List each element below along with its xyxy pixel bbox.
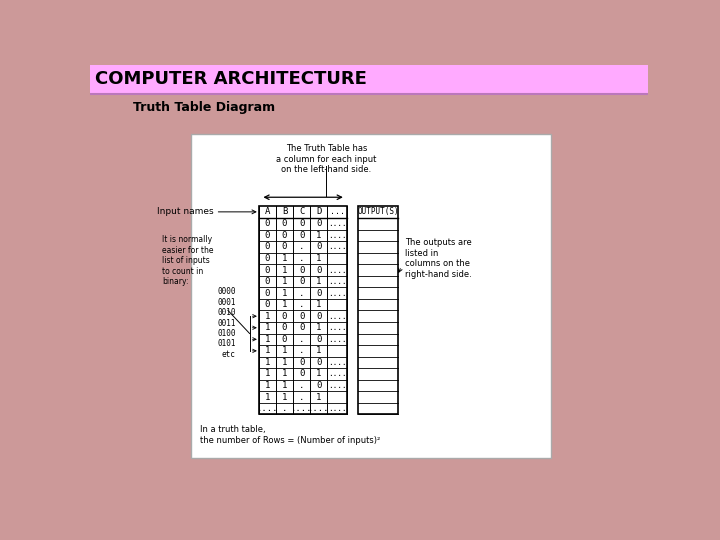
Text: .: . bbox=[299, 335, 305, 344]
Text: 1: 1 bbox=[282, 300, 287, 309]
Text: 0: 0 bbox=[282, 312, 287, 321]
Bar bbox=[259, 206, 347, 414]
Text: 1: 1 bbox=[316, 369, 321, 379]
Text: Input names: Input names bbox=[158, 207, 214, 217]
Text: 1: 1 bbox=[265, 358, 270, 367]
Text: 0: 0 bbox=[265, 266, 270, 274]
Text: ....: .... bbox=[328, 358, 346, 367]
Text: 0: 0 bbox=[316, 219, 321, 228]
Text: 0: 0 bbox=[282, 323, 287, 332]
Text: ....: .... bbox=[291, 404, 312, 413]
Text: 0: 0 bbox=[316, 335, 321, 344]
Text: 0: 0 bbox=[282, 219, 287, 228]
Text: 0: 0 bbox=[265, 219, 270, 228]
Bar bbox=[358, 206, 398, 414]
Text: 1: 1 bbox=[265, 346, 270, 355]
Text: 1: 1 bbox=[282, 381, 287, 390]
Text: 0: 0 bbox=[299, 323, 305, 332]
Text: 1: 1 bbox=[282, 346, 287, 355]
Text: 1: 1 bbox=[282, 288, 287, 298]
Text: 0: 0 bbox=[282, 231, 287, 240]
Text: 0: 0 bbox=[282, 242, 287, 252]
Text: .: . bbox=[299, 300, 305, 309]
Text: 0: 0 bbox=[316, 381, 321, 390]
Text: ....: .... bbox=[308, 404, 329, 413]
Text: The Truth Table has
a column for each input
on the left-hand side.: The Truth Table has a column for each in… bbox=[276, 144, 377, 174]
Text: ....: .... bbox=[328, 277, 346, 286]
Text: 0: 0 bbox=[316, 358, 321, 367]
Text: 1: 1 bbox=[316, 231, 321, 240]
Text: ....: .... bbox=[328, 381, 346, 390]
Bar bbox=[191, 134, 551, 457]
Text: ....: .... bbox=[328, 219, 346, 228]
Text: .: . bbox=[299, 288, 305, 298]
Text: 0: 0 bbox=[265, 288, 270, 298]
Text: It is normally
easier for the
list of inputs
to count in
binary:: It is normally easier for the list of in… bbox=[163, 235, 214, 286]
Text: ....: .... bbox=[328, 266, 346, 274]
Text: 1: 1 bbox=[265, 335, 270, 344]
Text: 0: 0 bbox=[316, 266, 321, 274]
Text: 0: 0 bbox=[265, 254, 270, 263]
Text: 1: 1 bbox=[316, 300, 321, 309]
Text: 0: 0 bbox=[316, 288, 321, 298]
Text: Truth Table Diagram: Truth Table Diagram bbox=[132, 100, 275, 113]
Text: B: B bbox=[282, 207, 287, 217]
Text: .: . bbox=[299, 242, 305, 252]
Text: ....: .... bbox=[328, 404, 346, 413]
Text: 0: 0 bbox=[299, 231, 305, 240]
Text: .: . bbox=[299, 254, 305, 263]
Text: ....: .... bbox=[328, 335, 346, 344]
Text: .: . bbox=[299, 346, 305, 355]
Text: ....: .... bbox=[257, 404, 278, 413]
Text: 1: 1 bbox=[265, 323, 270, 332]
Text: 1: 1 bbox=[316, 277, 321, 286]
Text: 0: 0 bbox=[299, 266, 305, 274]
Text: ....: .... bbox=[328, 231, 346, 240]
Text: C: C bbox=[299, 207, 305, 217]
Text: ....: .... bbox=[328, 242, 346, 252]
Text: 0: 0 bbox=[299, 369, 305, 379]
Text: 1: 1 bbox=[282, 358, 287, 367]
Text: 0: 0 bbox=[265, 300, 270, 309]
Text: 0: 0 bbox=[265, 277, 270, 286]
Text: 0: 0 bbox=[299, 219, 305, 228]
Text: ...: ... bbox=[330, 207, 345, 217]
Text: ....: .... bbox=[328, 369, 346, 379]
Text: 1: 1 bbox=[316, 323, 321, 332]
Text: 1: 1 bbox=[282, 369, 287, 379]
Text: .: . bbox=[282, 404, 287, 413]
Text: COMPUTER ARCHITECTURE: COMPUTER ARCHITECTURE bbox=[96, 70, 367, 89]
Text: 1: 1 bbox=[265, 369, 270, 379]
Text: ....: .... bbox=[328, 312, 346, 321]
Text: 1: 1 bbox=[316, 254, 321, 263]
Text: 0: 0 bbox=[316, 242, 321, 252]
Text: The outputs are
listed in
columns on the
right-hand side.: The outputs are listed in columns on the… bbox=[405, 238, 472, 279]
Bar bbox=[90, 65, 648, 94]
Text: 0: 0 bbox=[265, 242, 270, 252]
Text: 1: 1 bbox=[282, 393, 287, 402]
Text: 1: 1 bbox=[282, 277, 287, 286]
Text: .: . bbox=[299, 393, 305, 402]
Text: 0: 0 bbox=[299, 277, 305, 286]
Text: 0: 0 bbox=[265, 231, 270, 240]
Text: 1: 1 bbox=[265, 312, 270, 321]
Text: 0: 0 bbox=[316, 312, 321, 321]
Text: A: A bbox=[265, 207, 270, 217]
Text: 1: 1 bbox=[265, 381, 270, 390]
Text: .: . bbox=[299, 381, 305, 390]
Text: 1: 1 bbox=[282, 266, 287, 274]
Text: ....: .... bbox=[328, 288, 346, 298]
Text: 1: 1 bbox=[265, 393, 270, 402]
Text: 1: 1 bbox=[316, 346, 321, 355]
Text: 0: 0 bbox=[282, 335, 287, 344]
Text: 0: 0 bbox=[299, 312, 305, 321]
Text: 0000
0001
0010
0011
0100
0101
etc: 0000 0001 0010 0011 0100 0101 etc bbox=[217, 287, 235, 359]
Text: D: D bbox=[316, 207, 321, 217]
Text: OUTPUT(S): OUTPUT(S) bbox=[358, 207, 399, 217]
Text: In a truth table,
the number of Rows = (Number of inputs)²: In a truth table, the number of Rows = (… bbox=[200, 425, 380, 444]
Text: ....: .... bbox=[328, 323, 346, 332]
Text: 1: 1 bbox=[316, 393, 321, 402]
Text: 0: 0 bbox=[299, 358, 305, 367]
Text: 1: 1 bbox=[282, 254, 287, 263]
